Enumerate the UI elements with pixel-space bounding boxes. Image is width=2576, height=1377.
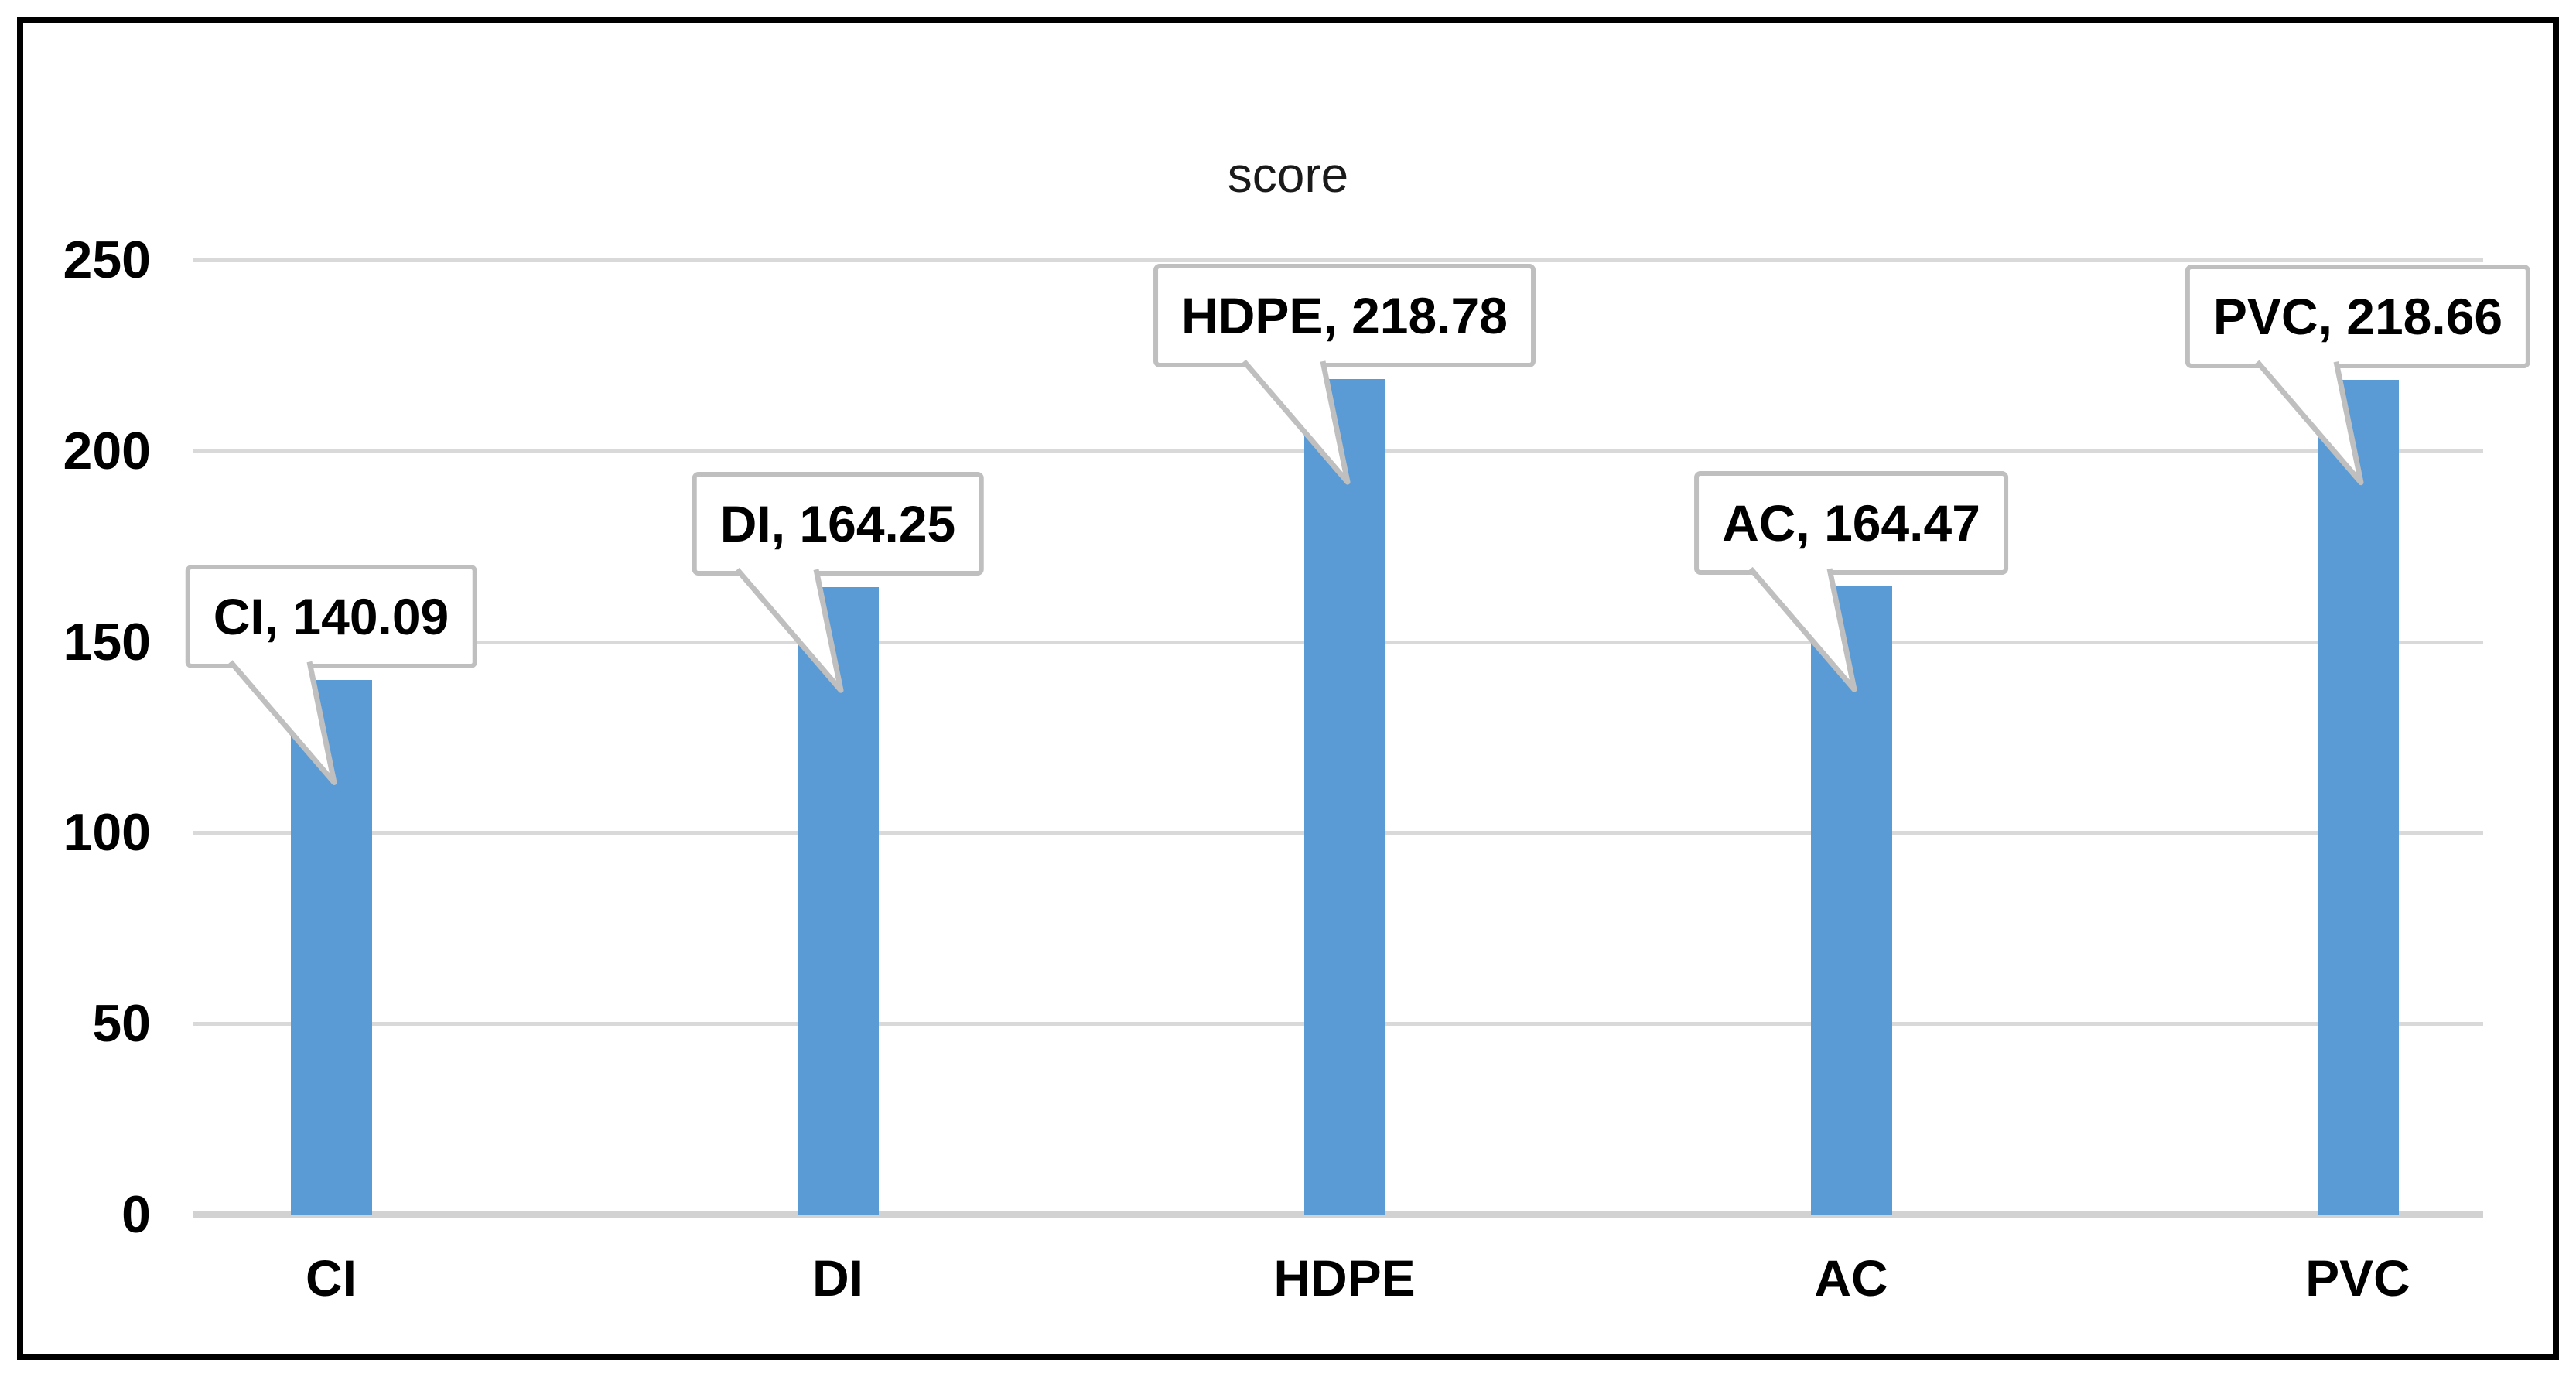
y-axis-tick-label-200: 200 [63, 421, 151, 480]
data-callout-di: DI, 164.25 [692, 472, 984, 576]
data-callout-ci: CI, 140.09 [185, 564, 477, 668]
x-axis-label-pvc: PVC [2305, 1249, 2410, 1307]
data-callout-pvc: PVC, 218.66 [2185, 264, 2531, 368]
x-axis-label-ci: CI [306, 1249, 357, 1307]
y-axis-tick-label-100: 100 [63, 803, 151, 863]
y-axis-tick-label-50: 50 [92, 994, 151, 1054]
bar-hdpe [1303, 379, 1385, 1215]
bar-di [797, 587, 879, 1215]
plot-area [193, 258, 2483, 1218]
data-callout-hdpe: HDPE, 218.78 [1153, 264, 1536, 368]
gridline-250 [193, 258, 2483, 262]
x-axis-baseline [193, 1211, 2483, 1218]
x-axis-label-di: DI [812, 1249, 863, 1307]
x-axis-label-hdpe: HDPE [1273, 1249, 1416, 1307]
bar-ac [1810, 586, 1892, 1215]
chart-title: score [1227, 147, 1349, 203]
bar-pvc [2317, 379, 2399, 1215]
chart-frame-border [17, 17, 2559, 1360]
data-callout-ac: AC, 164.47 [1694, 471, 2008, 576]
x-axis-label-ac: AC [1814, 1249, 1888, 1307]
y-axis-tick-label-250: 250 [63, 231, 151, 289]
y-axis-tick-label-0: 0 [121, 1185, 151, 1244]
bar-ci [290, 679, 372, 1215]
y-axis-tick-label-150: 150 [63, 612, 151, 671]
